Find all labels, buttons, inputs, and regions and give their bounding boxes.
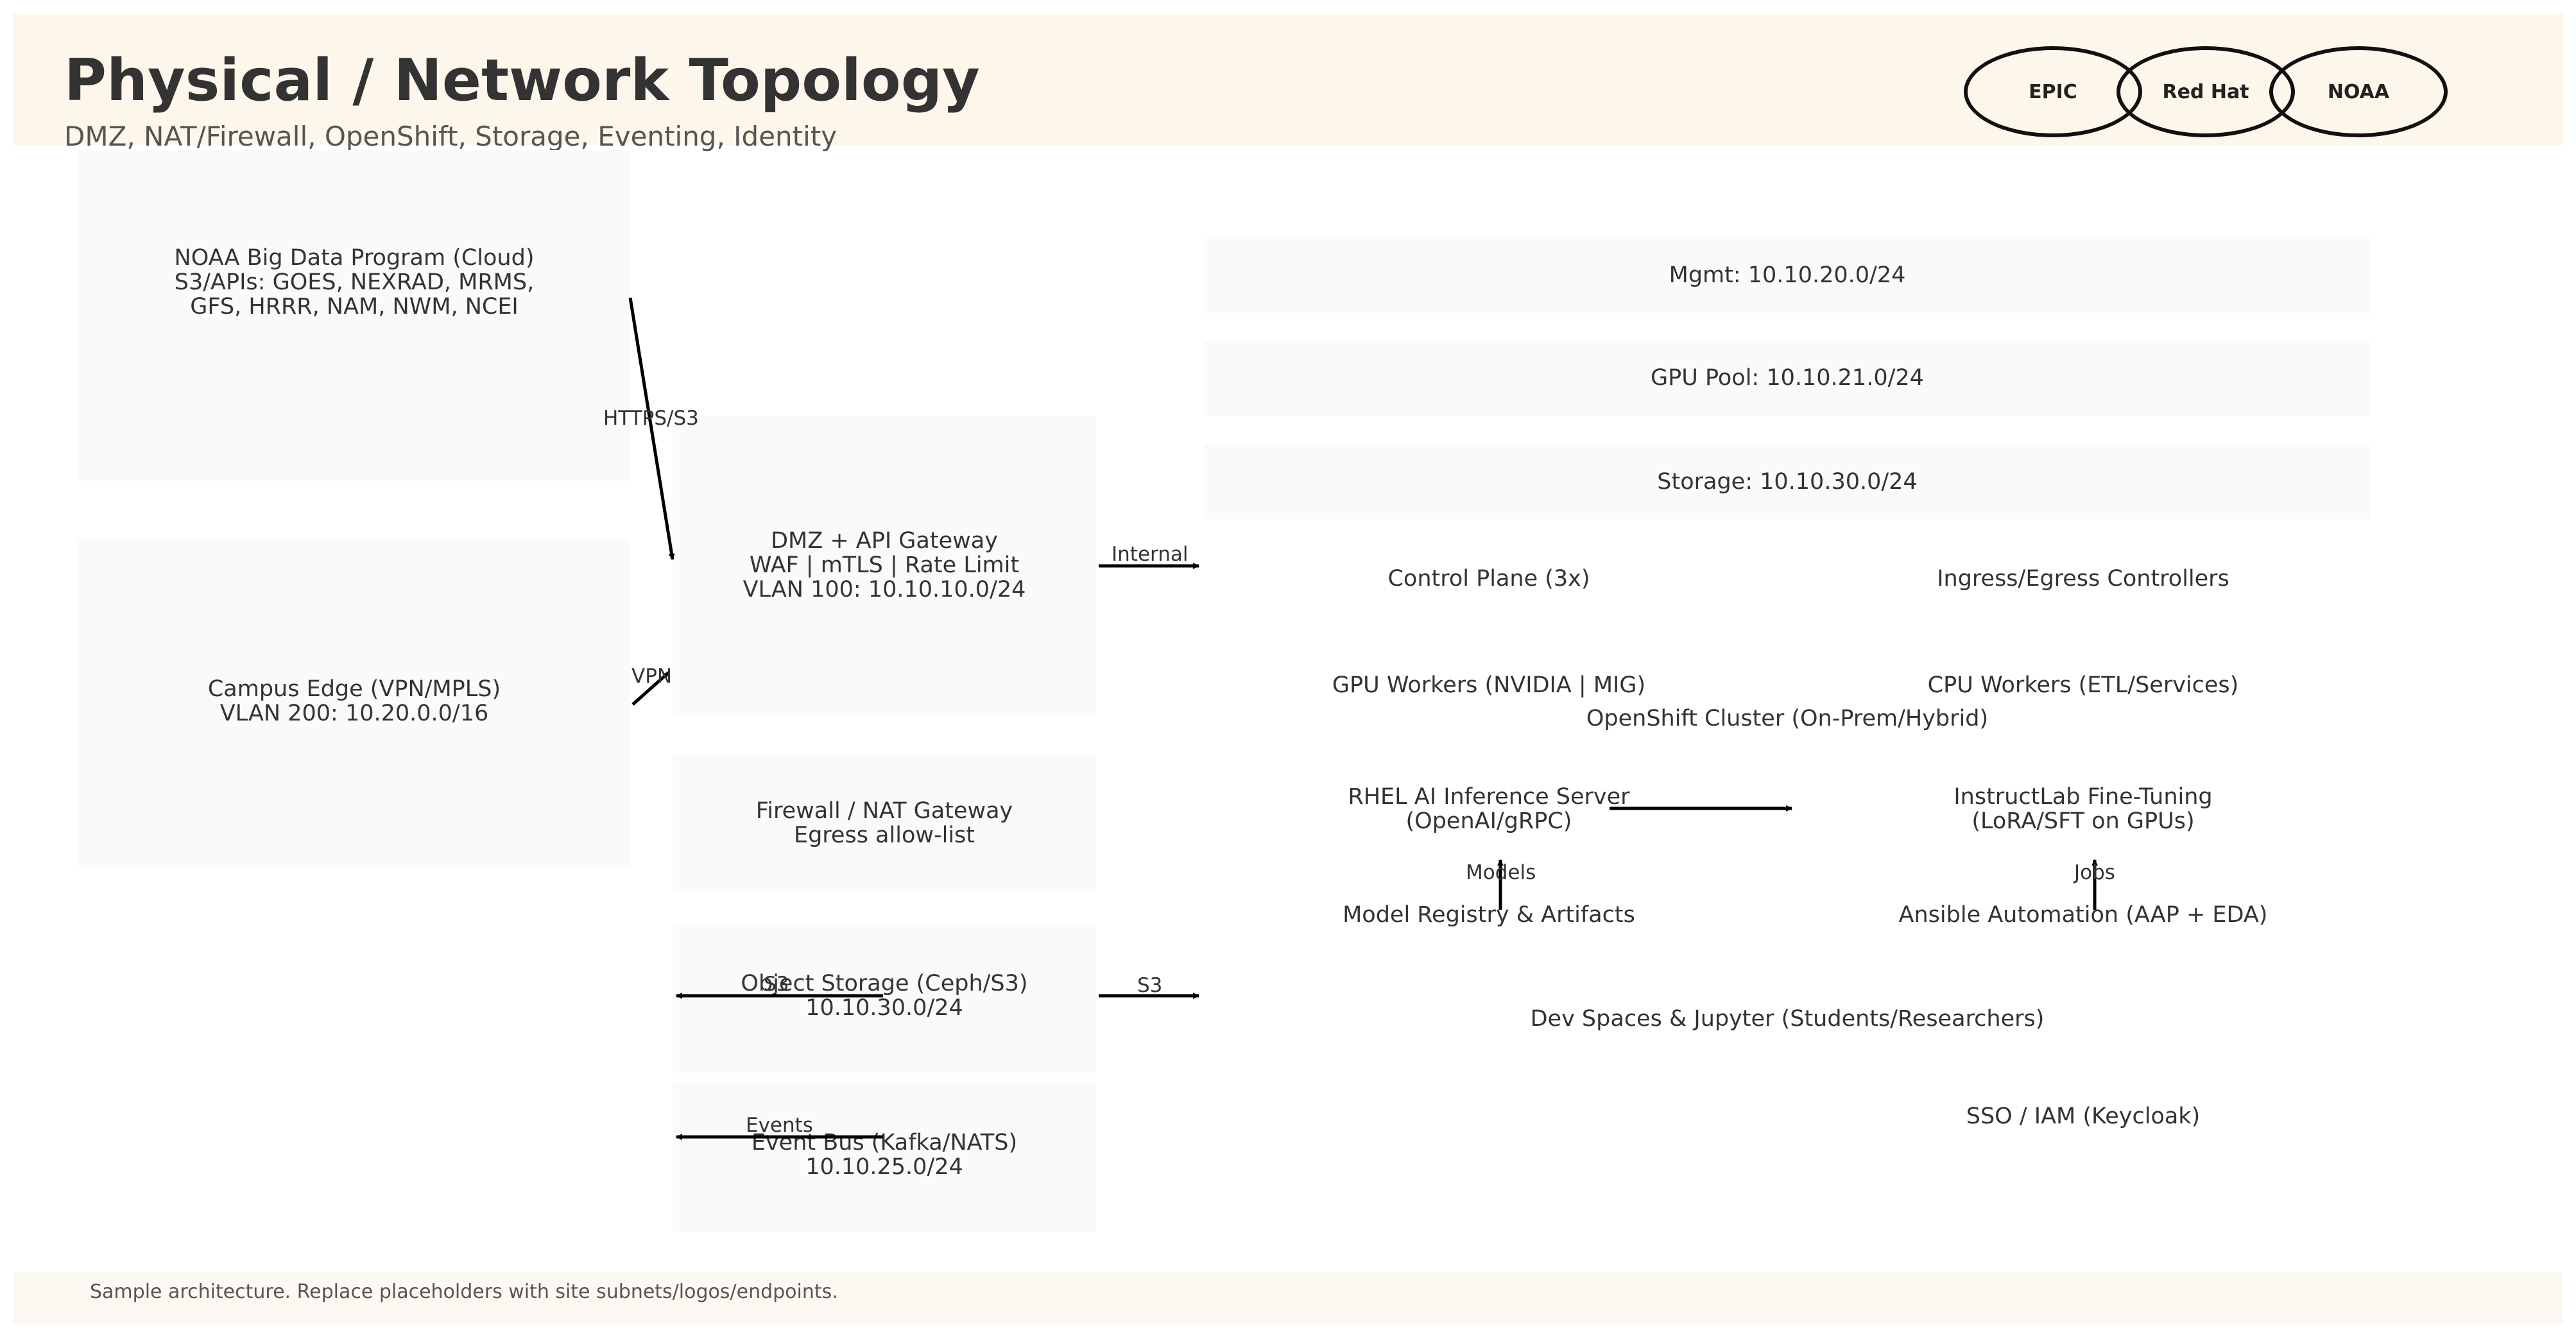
campus-edge-label: Campus Edge (VPN/MPLS) VLAN 200: 10.20.0… (207, 676, 501, 726)
dev-spaces-node: Dev Spaces & Jupyter (Students/Researche… (1530, 1006, 2045, 1032)
model-registry-node: Model Registry & Artifacts (1343, 902, 1635, 928)
jobs-edge-label: Jobs (2074, 861, 2115, 884)
footer-band (13, 1272, 2563, 1324)
sso-iam-node: SSO / IAM (Keycloak) (1966, 1104, 2201, 1130)
ansible-automation-node: Ansible Automation (AAP + EDA) (1898, 902, 2268, 928)
mgmt-subnet-label: Mgmt: 10.10.20.0/24 (1669, 262, 1906, 289)
models-edge-label: Models (1466, 861, 1536, 884)
ingress-egress-node: Ingress/Egress Controllers (1937, 566, 2229, 592)
page-title: Physical / Network Topology (64, 47, 980, 114)
noaa-cloud-box (78, 150, 630, 481)
control-plane-node: Control Plane (3x) (1387, 566, 1590, 592)
gpu-workers-node: GPU Workers (NVIDIA | MIG) (1332, 672, 1646, 699)
firewall-box (673, 755, 1096, 892)
event-bus-box (673, 1083, 1096, 1232)
mgmt-subnet-box (1204, 239, 2371, 313)
footer-note: Sample architecture. Replace placeholder… (90, 1281, 838, 1303)
noaa-to-dmz-arrow (628, 297, 675, 560)
events-edge-label: Events (746, 1114, 813, 1137)
gpu-pool-subnet-label: GPU Pool: 10.10.21.0/24 (1651, 365, 1924, 391)
event-bus-label: Event Bus (Kafka/NATS) 10.10.25.0/24 (751, 1130, 1018, 1180)
firewall-label: Firewall / NAT Gateway Egress allow-list (755, 798, 1013, 848)
noaa-cloud-label: NOAA Big Data Program (Cloud) S3/APIs: G… (174, 245, 535, 320)
dmz-box (673, 416, 1096, 716)
noaa-logo: NOAA (2269, 46, 2448, 137)
dmz-label: DMZ + API Gateway WAF | mTLS | Rate Limi… (743, 528, 1026, 602)
object-storage-label: Object Storage (Ceph/S3) 10.10.30.0/24 (741, 971, 1028, 1021)
storage-subnet-box (1204, 445, 2371, 520)
cpu-workers-node: CPU Workers (ETL/Services) (1927, 672, 2239, 699)
https-s3-edge-label: HTTPS/S3 (603, 407, 699, 430)
storage-subnet-label: Storage: 10.10.30.0/24 (1657, 469, 1918, 495)
page-subtitle: DMZ, NAT/Firewall, OpenShift, Storage, E… (64, 121, 837, 152)
internal-edge-label: Internal (1112, 543, 1189, 566)
s3-left-edge-label: S3 (764, 973, 789, 996)
campus-to-dmz-arrow (631, 671, 670, 706)
rhel-ai-inference-node: RHEL AI Inference Server (OpenAI/gRPC) (1348, 784, 1630, 834)
campus-edge-box (78, 539, 630, 867)
instructlab-finetuning-node: InstructLab Fine-Tuning (LoRA/SFT on GPU… (1953, 784, 2213, 834)
openshift-cluster-label: OpenShift Cluster (On-Prem/Hybrid) (1586, 706, 1989, 732)
object-storage-box (673, 924, 1096, 1073)
vpn-edge-label: VPN (631, 665, 673, 688)
s3-right-edge-label: S3 (1137, 974, 1163, 997)
gpu-pool-subnet-box (1204, 341, 2371, 416)
